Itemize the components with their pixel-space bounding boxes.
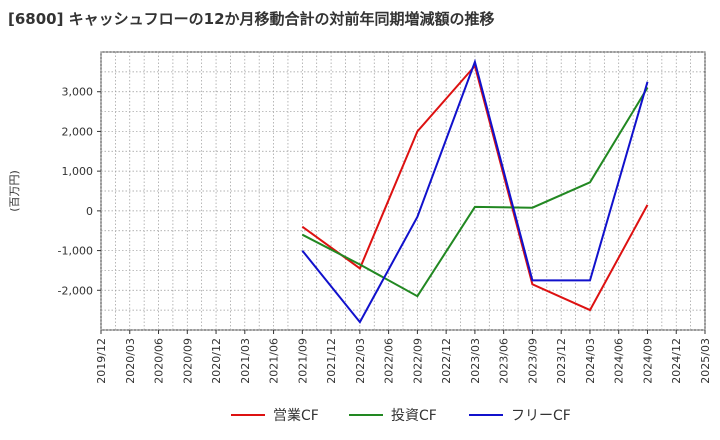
series-line — [301, 58, 649, 324]
x-tick-label: 2021/09 — [296, 338, 309, 384]
y-tick-label: -2,000 — [58, 284, 93, 297]
x-tick-label: 2024/12 — [670, 338, 683, 384]
y-tick-label: 2,000 — [62, 125, 94, 138]
legend: 営業CF 投資CF フリーCF — [231, 408, 571, 424]
x-tick-label: 2024/03 — [584, 338, 597, 384]
x-tick-label: 2023/09 — [526, 338, 539, 384]
x-tick-label: 2019/12 — [95, 338, 108, 384]
x-tick-label: 2020/06 — [153, 338, 166, 384]
x-tick-label: 2023/03 — [469, 338, 482, 384]
series-line — [301, 87, 649, 298]
x-tick-label: 2020/12 — [210, 338, 223, 384]
series-layer — [301, 58, 649, 324]
chart-title: [6800] キャッシュフローの12か月移動合計の対前年同期増減額の推移 — [8, 10, 495, 28]
y-tick-label: -1,000 — [58, 245, 93, 258]
x-tick-label: 2023/12 — [555, 338, 568, 384]
series-line — [301, 63, 649, 312]
y-tick-label: 0 — [86, 205, 93, 218]
y-tick-label: 3,000 — [62, 86, 94, 99]
x-tick-label: 2021/06 — [268, 338, 281, 384]
x-tick-label: 2022/09 — [411, 338, 424, 384]
y-tick-label: 1,000 — [62, 165, 94, 178]
legend-label: 投資CF — [391, 408, 437, 424]
x-tick-label: 2020/09 — [181, 338, 194, 384]
x-tick-label: 2023/06 — [498, 338, 511, 384]
y-axis-ticks: -2,000 -1,000 0 1,000 2,000 3,000 — [58, 86, 101, 297]
y-axis-label: (百万円) — [8, 170, 21, 212]
legend-label: 営業CF — [273, 408, 319, 424]
x-tick-label: 2024/09 — [641, 338, 654, 384]
x-tick-label: 2024/06 — [613, 338, 626, 384]
x-axis-ticks: 2019/12 2020/03 2020/06 2020/09 2020/12 2021/… — [95, 330, 712, 384]
x-tick-label: 2025/03 — [699, 338, 712, 384]
x-tick-label: 2022/03 — [354, 338, 367, 384]
x-tick-label: 2022/12 — [440, 338, 453, 384]
x-tick-label: 2020/03 — [124, 338, 137, 384]
x-tick-label: 2021/03 — [239, 338, 252, 384]
x-tick-label: 2022/06 — [383, 338, 396, 384]
legend-label: フリーCF — [511, 408, 571, 424]
x-tick-label: 2021/12 — [325, 338, 338, 384]
